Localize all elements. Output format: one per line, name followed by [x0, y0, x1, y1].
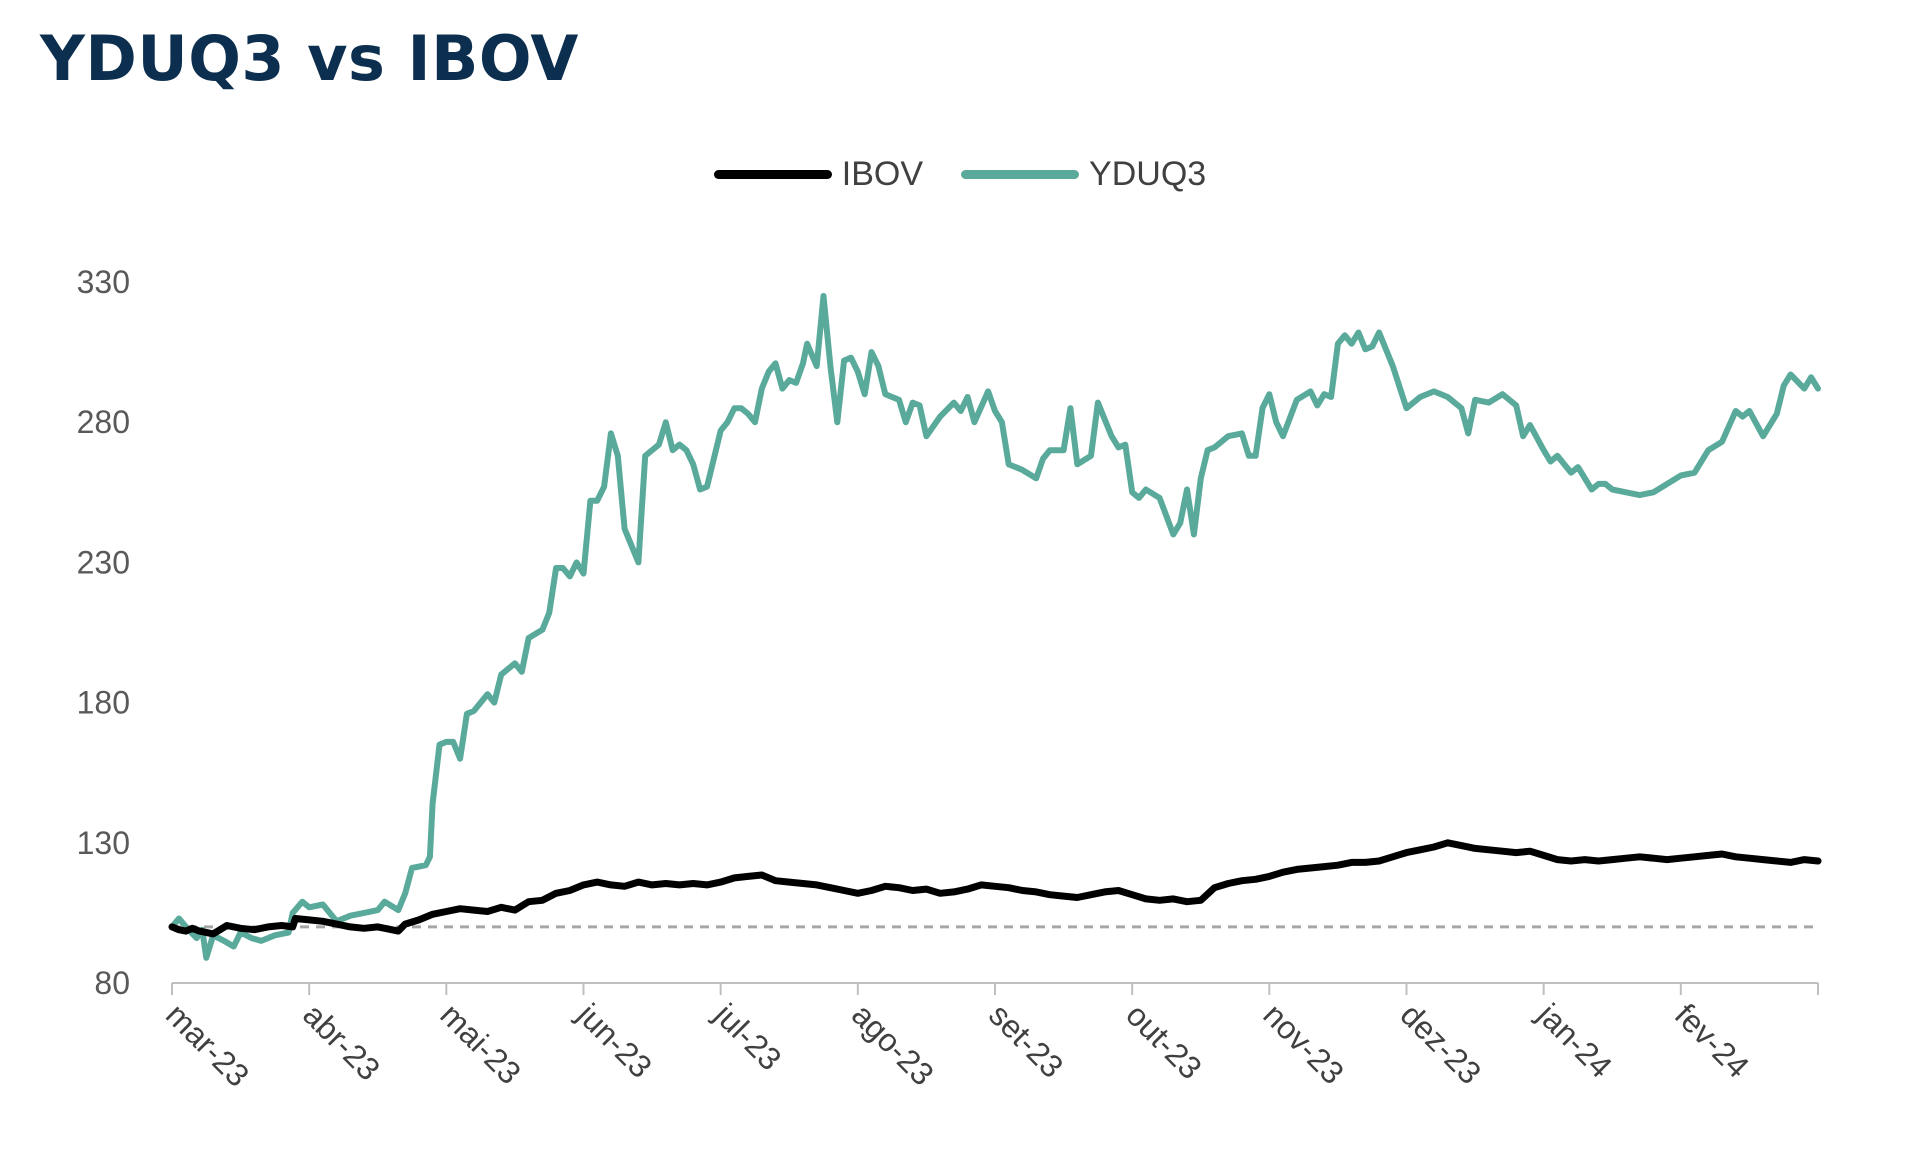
- legend-label-yduq3: YDUQ3: [1089, 155, 1207, 193]
- legend-item-yduq3: YDUQ3: [961, 155, 1206, 194]
- series-line-ibov: [168, 839, 1822, 938]
- x-tick-label: mar-23: [159, 996, 256, 1093]
- y-tick-label: 130: [77, 825, 130, 861]
- x-tick-label: dez-23: [1394, 996, 1489, 1091]
- x-tick-label: mai-23: [433, 996, 528, 1091]
- legend-label-ibov: IBOV: [841, 155, 924, 193]
- y-tick-label: 180: [77, 685, 130, 721]
- x-tick-label: out-23: [1119, 996, 1209, 1086]
- x-tick-label: ago-23: [845, 996, 941, 1092]
- x-tick-label: jan-24: [1530, 996, 1619, 1085]
- legend: IBOV YDUQ3: [0, 155, 1920, 194]
- x-tick-label: jul-23: [707, 996, 789, 1078]
- y-tick-label: 230: [77, 544, 130, 580]
- legend-item-ibov: IBOV: [713, 155, 924, 194]
- series-line-yduq3: [169, 293, 1821, 961]
- legend-swatch-ibov: [713, 170, 832, 179]
- x-tick-label: jun-23: [570, 996, 659, 1085]
- y-tick-label: 330: [77, 264, 130, 300]
- x-tick-label: set-23: [982, 996, 1070, 1084]
- x-tick-label: abr-23: [296, 996, 387, 1087]
- legend-swatch-yduq3: [961, 170, 1080, 179]
- chart-title: YDUQ3 vs IBOV: [40, 22, 579, 95]
- y-tick-label: 80: [94, 965, 130, 1001]
- x-tick-label: nov-23: [1256, 996, 1351, 1091]
- y-tick-label: 280: [77, 404, 130, 440]
- x-tick-label: fev-24: [1668, 996, 1756, 1084]
